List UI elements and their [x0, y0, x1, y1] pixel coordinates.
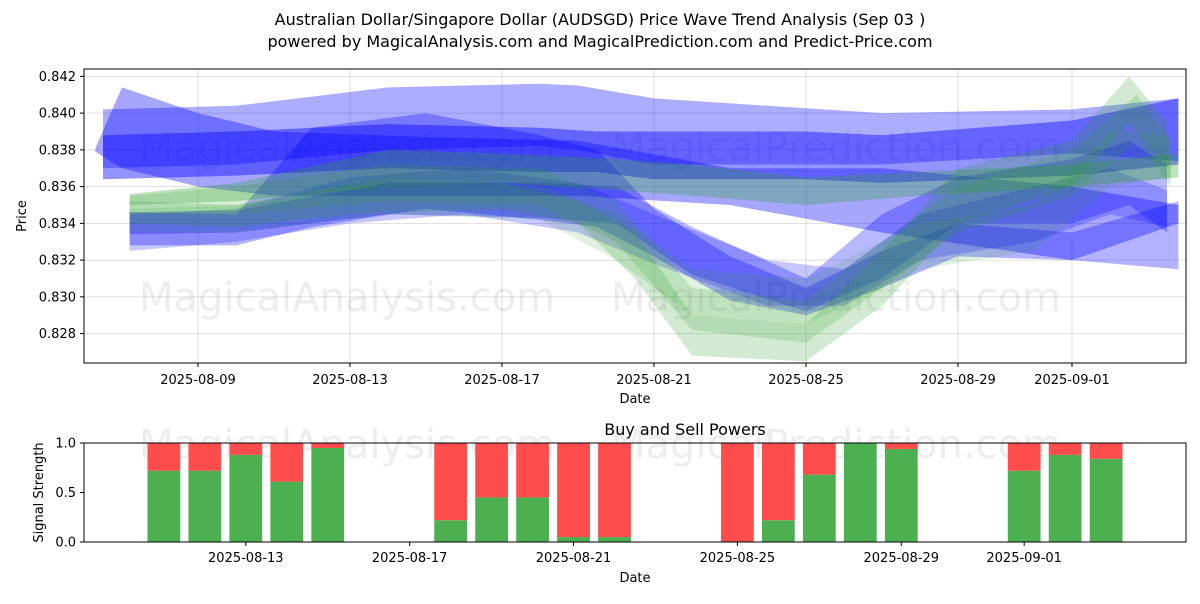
buy-sell-power-chart: MagicalAnalysis.com MagicalPrediction.com…: [32, 420, 1187, 586]
sell-bar: [1048, 443, 1082, 455]
watermark-text: MagicalAnalysis.com: [139, 275, 555, 321]
sell-bar: [434, 443, 468, 521]
power-x-tick-label: 2025-08-25: [700, 551, 776, 566]
power-x-tick-label: 2025-08-13: [208, 551, 284, 566]
buy-bar: [1007, 470, 1041, 542]
sell-bar: [311, 443, 345, 448]
price-x-tick-label: 2025-08-13: [312, 373, 388, 388]
price-y-tick-label: 0.830: [39, 290, 76, 305]
wave-bands: [95, 76, 1179, 362]
buy-bar: [884, 448, 918, 542]
price-x-tick-label: 2025-08-21: [616, 373, 692, 388]
buy-bar: [516, 497, 549, 542]
buy-bar: [434, 520, 468, 542]
sell-bar: [516, 443, 549, 498]
watermark-text: MagicalPrediction.com: [611, 422, 1061, 468]
buy-bar: [802, 474, 836, 542]
wave-band-blue: [129, 113, 1179, 316]
buy-bar: [1048, 454, 1082, 542]
price-y-axis-label: Price: [15, 200, 30, 232]
sell-bar: [884, 443, 918, 449]
price-y-tick-label: 0.842: [39, 70, 76, 85]
watermark-text: MagicalAnalysis.com: [139, 125, 555, 171]
power-y-tick-label: 0.5: [55, 486, 76, 501]
price-y-tick-label: 0.838: [39, 143, 76, 158]
watermark-text: MagicalPrediction.com: [611, 275, 1061, 321]
figure-title-line1: Australian Dollar/Singapore Dollar (AUDS…: [275, 10, 926, 29]
price-x-tick-label: 2025-08-25: [768, 373, 844, 388]
power-x-tick-label: 2025-08-29: [864, 551, 940, 566]
buy-bar: [761, 520, 795, 542]
buy-bar: [147, 470, 181, 542]
price-axes-frame: [83, 68, 1187, 364]
sell-bar: [270, 443, 304, 482]
power-x-tick-label: 2025-08-17: [372, 551, 448, 566]
figure-title-line2: powered by MagicalAnalysis.com and Magic…: [267, 32, 932, 51]
price-y-tick-label: 0.840: [39, 107, 76, 122]
price-x-axis-label: Date: [619, 392, 650, 407]
power-y-tick-label: 0.0: [55, 536, 76, 551]
price-y-tick-label: 0.828: [39, 327, 76, 342]
power-chart-title: Buy and Sell Powers: [604, 420, 766, 439]
buy-bar: [557, 537, 590, 542]
wave-band-green: [129, 131, 1171, 325]
price-gridlines: [84, 69, 1186, 363]
buy-bar: [270, 481, 304, 542]
power-y-axis-label: Signal Strength: [32, 442, 47, 542]
sell-bar: [557, 443, 590, 538]
buy-bar: [1089, 458, 1123, 542]
price-wave-chart: MagicalAnalysis.com MagicalPrediction.com…: [15, 68, 1187, 407]
power-x-tick-label: 2025-09-01: [986, 551, 1062, 566]
sell-bar: [598, 443, 631, 538]
sell-bar: [229, 443, 263, 455]
wave-band-green: [129, 149, 1179, 205]
price-y-tick-label: 0.834: [39, 217, 76, 232]
price-x-tick-label: 2025-08-09: [160, 373, 236, 388]
wave-band-blue: [129, 140, 1168, 312]
buy-bar: [229, 454, 263, 542]
wave-band-blue: [129, 168, 1168, 306]
buy-bar: [843, 443, 877, 542]
watermark-text: MagicalPrediction.com: [611, 125, 1061, 171]
sell-bar: [1089, 443, 1123, 459]
sell-bar: [761, 443, 795, 521]
power-x-tick-label: 2025-08-21: [536, 551, 612, 566]
wave-band-blue: [103, 98, 1179, 183]
price-x-tick-label: 2025-09-01: [1034, 373, 1110, 388]
power-x-axis-label: Date: [619, 571, 650, 586]
sell-bar: [147, 443, 181, 471]
sell-bar: [1007, 443, 1041, 471]
sell-bar: [802, 443, 836, 475]
sell-bar: [475, 443, 509, 498]
price-x-tick-label: 2025-08-29: [920, 373, 996, 388]
power-y-tick-label: 1.0: [55, 437, 76, 452]
buy-bar: [188, 470, 222, 542]
sell-bar: [721, 443, 754, 542]
buy-bar: [475, 497, 509, 542]
wave-band-blue: [95, 87, 1179, 261]
buy-bar: [598, 537, 631, 542]
price-x-tick-label: 2025-08-17: [464, 373, 540, 388]
wave-band-blue: [103, 83, 1179, 169]
sell-bar: [188, 443, 222, 471]
wave-band-green: [129, 76, 1168, 362]
price-y-tick-label: 0.836: [39, 180, 76, 195]
buy-bar: [311, 447, 345, 542]
wave-band-green: [129, 94, 1171, 343]
price-y-tick-label: 0.832: [39, 254, 76, 269]
